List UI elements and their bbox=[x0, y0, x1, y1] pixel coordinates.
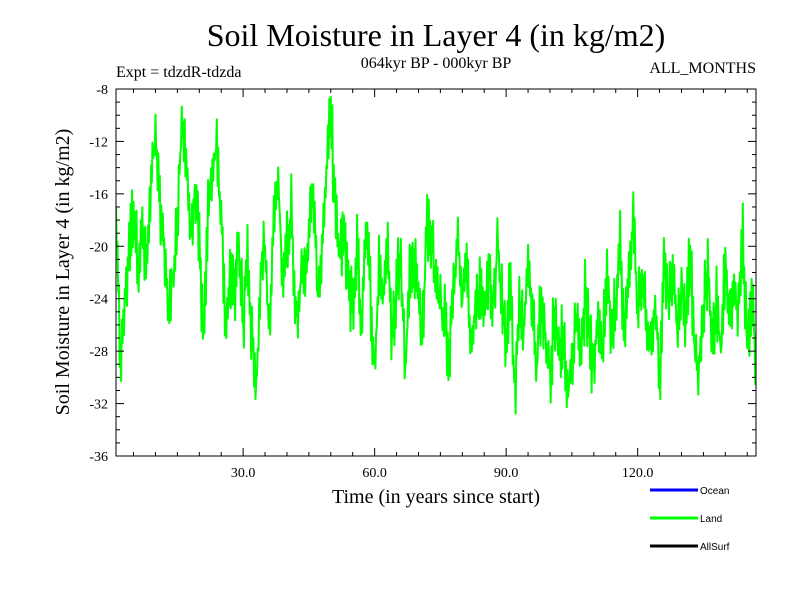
y-tick-label: -8 bbox=[96, 83, 108, 98]
legend-label-land: Land bbox=[700, 514, 722, 525]
x-axis: 30.0 60.0 90.0 120.0 bbox=[133, 89, 748, 481]
legend-label-allsurf: AllSurf bbox=[700, 542, 730, 553]
series-layer bbox=[116, 95, 756, 415]
x-tick-label: 120.0 bbox=[622, 466, 654, 481]
experiment-label: Expt = tdzdR-tdzda bbox=[116, 64, 241, 81]
x-tick-label: 60.0 bbox=[362, 466, 387, 481]
chart-title: Soil Moisture in Layer 4 (in kg/m2) bbox=[207, 17, 666, 53]
y-axis-label: Soil Moisture in Layer 4 (in kg/m2) bbox=[52, 129, 74, 416]
x-axis-label: Time (in years since start) bbox=[332, 486, 540, 508]
legend-label-ocean: Ocean bbox=[700, 486, 729, 497]
months-label: ALL_MONTHS bbox=[649, 60, 756, 77]
y-tick-label: -28 bbox=[89, 345, 108, 360]
chart-subtitle: 064kyr BP - 000kyr BP bbox=[361, 55, 512, 72]
x-tick-label: 30.0 bbox=[231, 466, 256, 481]
y-tick-label: -32 bbox=[89, 398, 108, 413]
y-axis: -36 -32 -28 -24 -20 -16 -12 -8 bbox=[89, 83, 756, 465]
series-line-land bbox=[116, 95, 756, 415]
legend: Ocean Land AllSurf bbox=[650, 486, 730, 553]
y-tick-label: -20 bbox=[89, 240, 108, 255]
y-tick-label: -36 bbox=[89, 450, 108, 465]
y-tick-label: -12 bbox=[89, 135, 108, 150]
y-tick-label: -24 bbox=[89, 293, 108, 308]
plot-area bbox=[115, 88, 757, 457]
y-tick-label: -16 bbox=[89, 188, 108, 203]
x-tick-label: 90.0 bbox=[494, 466, 519, 481]
